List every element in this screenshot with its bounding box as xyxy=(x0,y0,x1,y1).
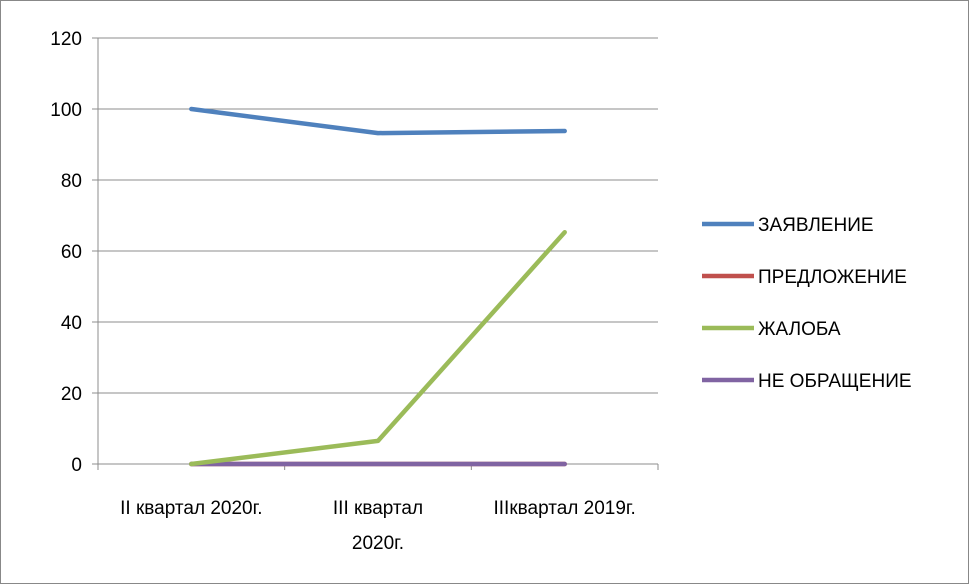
legend-label: ЗАЯВЛЕНИЕ xyxy=(758,215,874,236)
x-axis-tick-labels: II квартал 2020г. III квартал 2020г. IIIква… xyxy=(120,498,636,554)
series-line-1 xyxy=(189,106,567,136)
y-tick-label: 0 xyxy=(71,455,82,476)
series-lines xyxy=(189,106,567,467)
y-tick-label: 20 xyxy=(61,384,82,405)
gridlines xyxy=(98,37,658,394)
x-tick-label: IIIквартал 2019г. xyxy=(494,498,636,519)
x-tick-label: II квартал 2020г. xyxy=(120,498,262,519)
y-tick-label: 100 xyxy=(50,100,82,121)
legend-label: НЕ ОБРАЩЕНИЕ xyxy=(758,371,912,392)
y-tick-label: 80 xyxy=(61,171,82,192)
x-tick-label: III квартал 2020г. xyxy=(333,498,423,554)
legend-label: ЖАЛОБА xyxy=(758,319,841,340)
legend: ЗАЯВЛЕНИЕ ПРЕДЛОЖЕНИЕ ЖАЛОБА НЕ ОБРАЩЕНИЕ xyxy=(702,215,912,392)
series-line-3 xyxy=(189,229,567,467)
y-tick-label: 60 xyxy=(61,242,82,263)
axes xyxy=(92,37,659,470)
y-tick-label: 120 xyxy=(50,29,82,50)
y-tick-label: 40 xyxy=(61,313,82,334)
legend-label: ПРЕДЛОЖЕНИЕ xyxy=(758,267,907,288)
y-axis-tick-labels: 0 20 40 60 80 100 120 xyxy=(50,29,82,476)
